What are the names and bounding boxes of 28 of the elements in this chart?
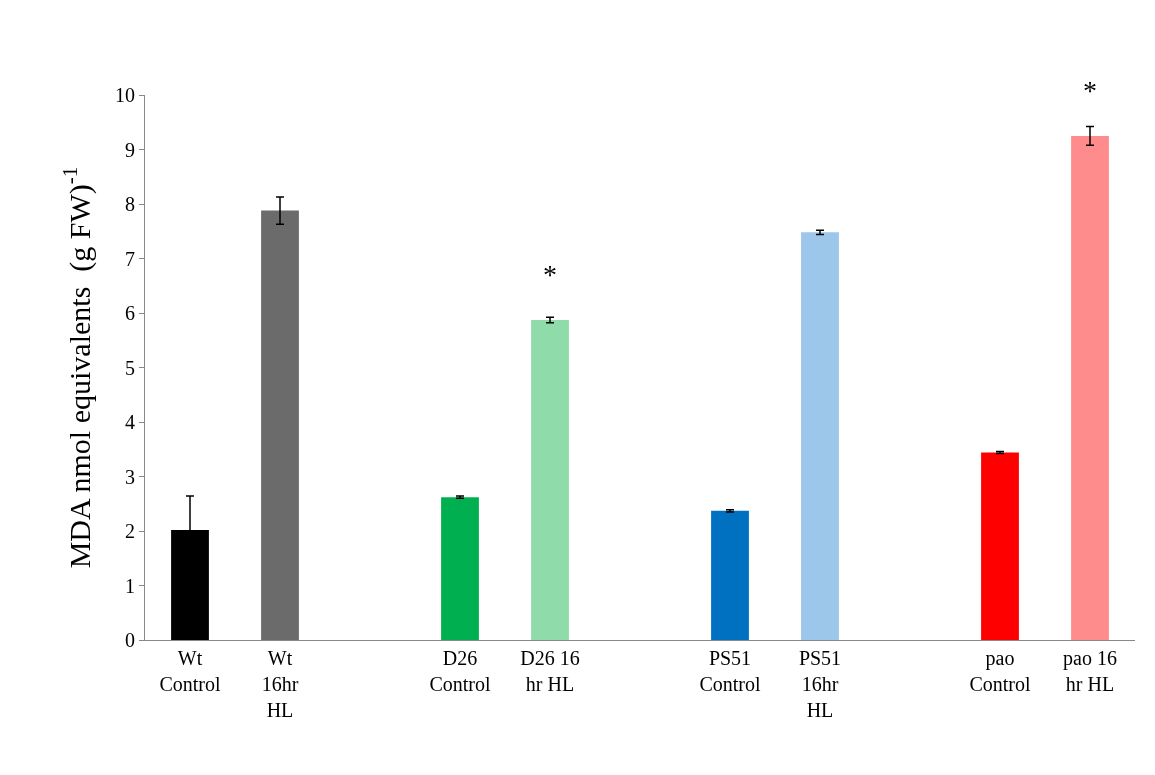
x-tick-label: D26 Control bbox=[429, 647, 491, 695]
bar bbox=[261, 210, 299, 640]
x-tick-label: PS51 Control bbox=[699, 647, 761, 695]
x-tick-label: pao Control bbox=[969, 647, 1031, 695]
annotation: * bbox=[543, 259, 557, 290]
bar bbox=[981, 452, 1019, 640]
bar bbox=[441, 497, 479, 640]
y-tick-label: 7 bbox=[125, 247, 135, 270]
x-tick-label: Wt 16hr HL bbox=[261, 647, 299, 721]
y-tick-label: 5 bbox=[125, 356, 135, 379]
y-tick-label: 8 bbox=[125, 193, 135, 215]
bar bbox=[531, 320, 569, 640]
x-tick-label: Wt Control bbox=[159, 647, 221, 695]
x-tick-label: pao 16 hr HL bbox=[1063, 647, 1117, 695]
y-tick-label: 6 bbox=[125, 302, 135, 324]
bar bbox=[1071, 135, 1109, 640]
annotation: * bbox=[1083, 75, 1097, 106]
y-tick-label: 3 bbox=[125, 465, 135, 488]
y-tick-label: 0 bbox=[125, 629, 135, 651]
x-tick-label: PS51 16hr HL bbox=[798, 647, 842, 721]
y-tick-label: 1 bbox=[125, 574, 135, 597]
y-tick-label: 2 bbox=[125, 520, 135, 542]
y-tick-label: 4 bbox=[125, 411, 135, 433]
bar bbox=[711, 510, 749, 640]
x-tick-label: D26 16 hr HL bbox=[520, 647, 580, 695]
bar bbox=[801, 232, 839, 640]
y-tick-label: 10 bbox=[115, 84, 135, 106]
y-tick-label: 9 bbox=[125, 138, 135, 161]
